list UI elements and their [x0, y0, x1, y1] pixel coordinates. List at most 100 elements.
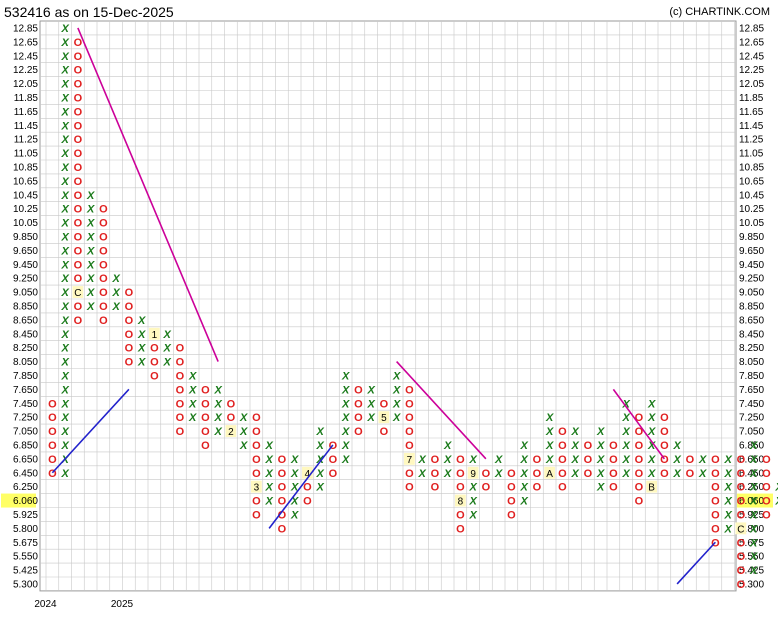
chart-grid — [39, 20, 737, 592]
x-cell: X — [290, 509, 299, 521]
o-cell: O — [456, 482, 465, 494]
o-cell: O — [405, 482, 414, 494]
o-cell: O — [150, 357, 159, 369]
uptrend-line — [268, 444, 334, 529]
o-cell: O — [48, 426, 57, 438]
month-marker-bg — [646, 480, 657, 493]
x-cell: X — [60, 51, 69, 63]
o-cell: O — [584, 468, 593, 480]
o-cell: O — [201, 384, 210, 396]
o-cell: O — [176, 412, 185, 424]
price-tick-right: 6.450 — [739, 468, 764, 479]
price-tick-right: 10.25 — [739, 204, 764, 215]
o-cell: O — [252, 412, 261, 424]
price-tick-left: 6.650 — [13, 454, 38, 465]
o-cell: O — [380, 398, 389, 410]
x-cell: X — [468, 496, 477, 508]
x-cell: X — [60, 259, 69, 271]
o-cell: O — [227, 398, 236, 410]
o-cell: O — [558, 426, 567, 438]
month-marker-bg — [149, 327, 160, 340]
current-price-bg-left — [1, 493, 36, 508]
o-cell: O — [99, 245, 108, 257]
price-tick-left: 6.850 — [13, 440, 38, 451]
o-cell: O — [252, 509, 261, 521]
price-tick-right: 11.45 — [739, 121, 764, 132]
o-cell: O — [609, 440, 618, 452]
x-cell: X — [86, 231, 95, 243]
o-cell: O — [635, 482, 644, 494]
x-cell: X — [774, 482, 778, 494]
price-tick-left: 5.675 — [13, 538, 38, 549]
month-marker: 8 — [458, 497, 464, 508]
o-cell: O — [635, 468, 644, 480]
month-marker-bg — [251, 480, 262, 493]
month-marker-bg — [404, 452, 415, 465]
o-cell: O — [48, 454, 57, 466]
o-cell: O — [482, 468, 491, 480]
o-cell: O — [176, 343, 185, 355]
price-tick-left: 11.85 — [14, 93, 39, 104]
o-cell: O — [74, 204, 83, 216]
o-cell: O — [405, 398, 414, 410]
o-cell: O — [125, 315, 134, 327]
o-cell: O — [737, 537, 746, 549]
o-cell: O — [737, 551, 746, 563]
x-cell: X — [264, 440, 273, 452]
o-cell: O — [48, 468, 57, 480]
price-tick-right: 10.85 — [739, 162, 764, 173]
x-cell: X — [647, 440, 656, 452]
downtrend-line — [396, 361, 487, 460]
price-tick-left: 7.450 — [13, 399, 38, 410]
o-cell: O — [278, 468, 287, 480]
x-cell: X — [60, 468, 69, 480]
price-tick-left: 5.425 — [13, 566, 38, 577]
price-tick-left: 8.850 — [13, 301, 38, 312]
o-cell: O — [201, 426, 210, 438]
o-cell: O — [74, 162, 83, 174]
x-cell: X — [621, 398, 630, 410]
price-tick-left: 5.300 — [13, 579, 38, 590]
x-cell: X — [392, 384, 401, 396]
x-cell: X — [60, 190, 69, 202]
month-marker: 4 — [305, 469, 311, 480]
o-cell: O — [252, 496, 261, 508]
x-cell: X — [723, 509, 732, 521]
uptrend-line — [51, 388, 130, 474]
x-cell: X — [162, 329, 171, 341]
x-cell: X — [519, 454, 528, 466]
month-marker: 1 — [152, 330, 158, 341]
o-cell: O — [74, 190, 83, 202]
x-cell: X — [468, 454, 477, 466]
price-tick-right: 12.85 — [739, 23, 764, 34]
price-tick-left: 12.85 — [13, 23, 38, 34]
x-cell: X — [239, 440, 248, 452]
price-tick-right: 5.800 — [739, 524, 764, 535]
x-cell: X — [723, 482, 732, 494]
o-cell: O — [635, 454, 644, 466]
x-cell: X — [392, 412, 401, 424]
o-cell: O — [176, 426, 185, 438]
o-cell: O — [533, 454, 542, 466]
o-cell: O — [176, 398, 185, 410]
x-cell: X — [162, 357, 171, 369]
o-cell: O — [584, 454, 593, 466]
o-cell: O — [737, 579, 746, 591]
x-cell: X — [621, 412, 630, 424]
o-cell: O — [737, 468, 746, 480]
o-cell: O — [558, 482, 567, 494]
price-tick-right: 5.425 — [739, 566, 764, 577]
x-cell: X — [749, 440, 758, 452]
price-tick-left: 12.65 — [13, 37, 38, 48]
x-cell: X — [596, 426, 605, 438]
x-cell: X — [723, 454, 732, 466]
price-tick-right: 8.050 — [739, 357, 764, 368]
o-cell: O — [252, 454, 261, 466]
o-cell: O — [252, 468, 261, 480]
x-cell: X — [60, 134, 69, 146]
price-tick-left: 11.05 — [14, 149, 39, 160]
price-tick-right: 7.850 — [739, 371, 764, 382]
x-cell: X — [570, 468, 579, 480]
o-cell: O — [74, 120, 83, 132]
price-tick-left: 8.050 — [13, 357, 38, 368]
